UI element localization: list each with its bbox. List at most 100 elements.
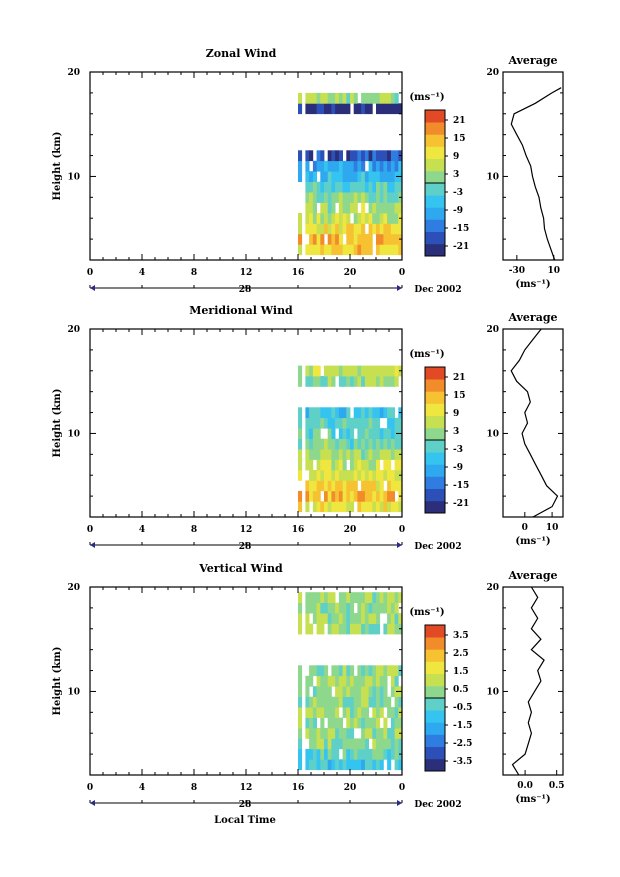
heatmap-cell: [394, 244, 399, 256]
heatmap-cell: [350, 470, 355, 481]
colorbar-tick-label: -15: [453, 224, 469, 234]
heatmap-cell: [372, 192, 377, 203]
heatmap-cell: [364, 759, 369, 771]
heatmap-cell: [327, 103, 332, 115]
x-tick-label: 16: [292, 783, 305, 793]
heatmap-cell: [346, 470, 351, 481]
heatmap-cell: [324, 602, 329, 614]
heatmap-cell: [376, 150, 381, 162]
heatmap-cell: [390, 192, 395, 203]
heatmap-cell: [394, 696, 399, 708]
heatmap-cell: [305, 613, 310, 624]
heatmap-cell: [376, 223, 381, 235]
heatmap-cell: [309, 748, 314, 760]
heatmap-cell: [361, 181, 366, 193]
colorbar-unit: (ms⁻¹): [409, 92, 444, 103]
heatmap-cell: [335, 613, 340, 624]
heatmap-cell: [368, 233, 373, 245]
heatmap-cell: [316, 103, 321, 115]
heatmap-cell: [316, 181, 321, 193]
heatmap-cell: [338, 490, 343, 502]
heatmap-cell: [376, 103, 381, 115]
heatmap-cell: [335, 213, 340, 224]
heatmap-cell: [387, 592, 392, 603]
heatmap-cell: [309, 470, 314, 481]
colorbar-segment: [425, 722, 445, 735]
heatmap-cell: [331, 213, 336, 224]
heatmap-cell: [324, 171, 329, 182]
colorbar-unit: (ms⁻¹): [409, 349, 444, 360]
x-tick-label: 4: [139, 268, 145, 278]
heatmap-cell: [346, 728, 351, 739]
heatmap-cell: [357, 417, 362, 429]
heatmap-cell: [324, 748, 329, 760]
x-tick-label: 4: [139, 525, 145, 535]
heatmap-cell: [305, 707, 310, 718]
heatmap-cell: [331, 407, 336, 419]
heatmap-cell: [312, 613, 317, 624]
heatmap-cell: [353, 365, 358, 377]
heatmap-cell: [379, 592, 384, 603]
colorbar-segment: [425, 734, 445, 747]
heatmap-cell: [361, 103, 366, 115]
heatmap-cell: [324, 738, 329, 750]
panel-1: [89, 71, 564, 291]
heatmap-cell: [312, 449, 317, 460]
heatmap-cell: [324, 592, 329, 603]
colorbar-tick-label: 1.5: [453, 667, 469, 677]
heatmap-cell: [342, 613, 347, 624]
heatmap-cell: [364, 490, 369, 502]
heatmap-cell: [312, 501, 317, 513]
heatmap-cell: [364, 233, 369, 245]
heatmap-cell: [298, 376, 303, 387]
heatmap-cell: [338, 202, 343, 214]
heatmap-cell: [298, 103, 303, 115]
x-tick-label: 0: [87, 268, 93, 278]
heatmap-cell: [346, 103, 351, 115]
heatmap-cell: [305, 428, 310, 439]
heatmap-cell: [364, 707, 369, 718]
heatmap-cell: [335, 480, 340, 492]
heatmap-cell: [324, 665, 329, 677]
heatmap-cell: [331, 470, 336, 481]
heatmap-cell: [327, 181, 332, 193]
heatmap-cell: [394, 728, 399, 739]
heatmap-cell: [305, 150, 310, 162]
heatmap-cell: [331, 171, 336, 182]
average-y-tick-label: 10: [486, 172, 499, 182]
heatmap-cell: [372, 728, 377, 739]
heatmap-cell: [331, 223, 336, 235]
heatmap-cell: [372, 213, 377, 224]
y-tick-label: 10: [67, 172, 80, 182]
heatmap-cell: [353, 407, 358, 419]
colorbar-tick-label: -9: [453, 206, 463, 216]
heatmap-cell: [327, 171, 332, 182]
heatmap-cell: [320, 686, 325, 697]
heatmap-cell: [338, 449, 343, 460]
heatmap-cell: [350, 623, 355, 635]
heatmap-cell: [357, 428, 362, 439]
heatmap-cell: [361, 501, 366, 513]
heatmap-cell: [394, 717, 399, 729]
heatmap-cell: [353, 707, 358, 718]
heatmap-cell: [376, 748, 381, 760]
heatmap-cell: [379, 192, 384, 203]
heatmap-cell: [346, 160, 351, 172]
heatmap-cell: [364, 665, 369, 677]
heatmap-cell: [342, 213, 347, 224]
heatmap-cell: [398, 501, 403, 513]
heatmap-cell: [387, 202, 392, 214]
heatmap-cell: [305, 490, 310, 502]
x-tick-label: 0: [399, 268, 405, 278]
heatmap-cell: [320, 171, 325, 182]
heatmap-cell: [394, 438, 399, 450]
heatmap-cell: [361, 233, 366, 245]
heatmap-cell: [338, 696, 343, 708]
heatmap-cell: [320, 213, 325, 224]
heatmap-cell: [324, 202, 329, 214]
heatmap-cell: [372, 223, 377, 235]
x-tick-label: 0: [399, 525, 405, 535]
heatmap-cell: [312, 592, 317, 603]
heatmap-cell: [350, 480, 355, 492]
heatmap-cell: [353, 213, 358, 224]
